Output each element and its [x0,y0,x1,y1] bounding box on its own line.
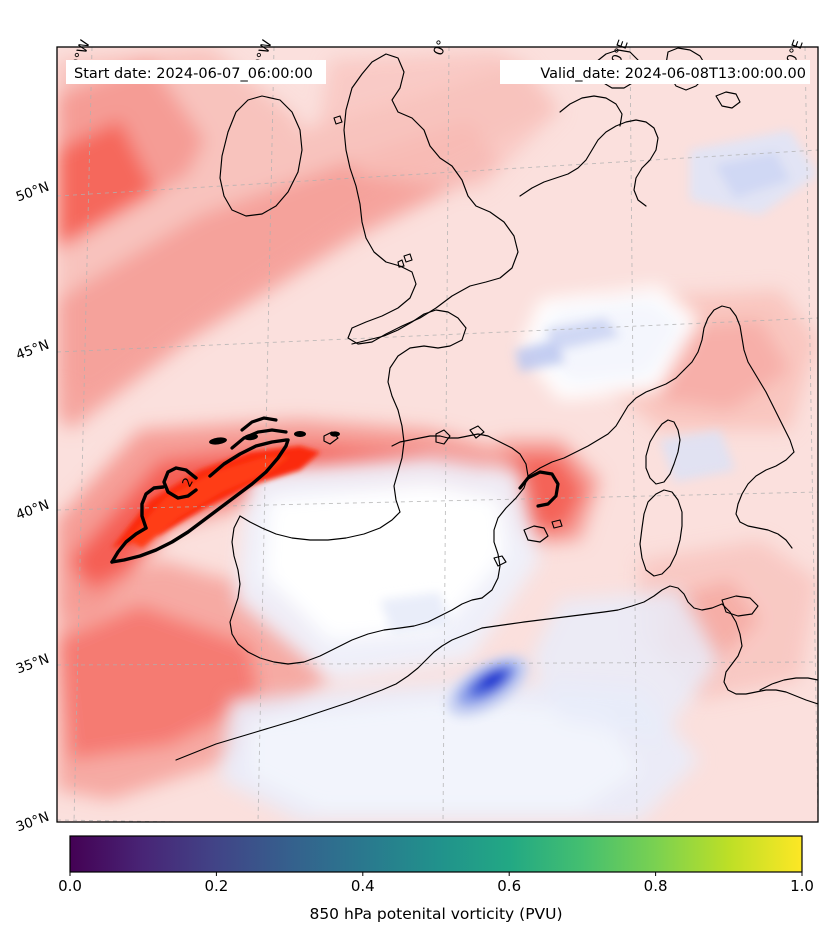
colorbar-tick-2: 0.4 [351,877,375,895]
pv-contour-gulf [518,470,560,508]
colorbar-tick-0: 0.0 [58,877,82,895]
lat-tick-30N: 30°N [14,809,51,836]
pv-contour-north [230,416,288,450]
field-neutral [220,285,720,822]
map-frame [56,46,819,823]
pv-contour-2 [110,438,290,564]
valid-date-stamp: Valid_date: 2024-06-08T13:00:00.00 [500,60,810,84]
valid-date-stamp-background [500,60,810,84]
colorbar-tick-5: 1.0 [790,877,814,895]
pv-contour-fragments [209,431,340,445]
colorbar-tick-4: 0.8 [644,877,668,895]
colorbar-ticks [69,872,803,876]
start-date-text: Start date: 2024-06-07_06:00:00 [74,66,313,82]
colorbar-axis-label: 850 hPa potenital vorticity (PVU) [309,905,562,923]
colorbar-tick-3: 0.6 [497,877,521,895]
map-panel: 2 20°W 10°W 0° 10°E 20°E 50°N 45°N 40°N … [14,38,819,836]
valid-date-text: Valid_date: 2024-06-08T13:00:00.00 [540,66,806,82]
colorbar-tick-1: 0.2 [204,877,228,895]
lat-tick-labels: 50°N 45°N 40°N 35°N 30°N [14,179,51,836]
lat-tick-40N: 40°N [14,497,51,524]
lat-tick-50N: 50°N [14,179,51,206]
colorbar-tick-labels: 0.0 0.2 0.4 0.6 0.8 1.0 [58,877,814,895]
lat-tick-45N: 45°N [14,337,51,364]
lon-tick-0: 0° [430,38,450,58]
colorbar-gradient [69,835,803,873]
colorbar: 0.0 0.2 0.4 0.6 0.8 1.0 850 hPa potenita… [58,835,814,923]
graticule [57,47,818,822]
start-date-stamp: Start date: 2024-06-07_06:00:00 [66,60,326,84]
vorticity-field: 2 [57,47,818,822]
field-negative [380,130,818,717]
start-date-stamp-background [66,60,326,84]
lat-tick-35N: 35°N [14,651,51,678]
